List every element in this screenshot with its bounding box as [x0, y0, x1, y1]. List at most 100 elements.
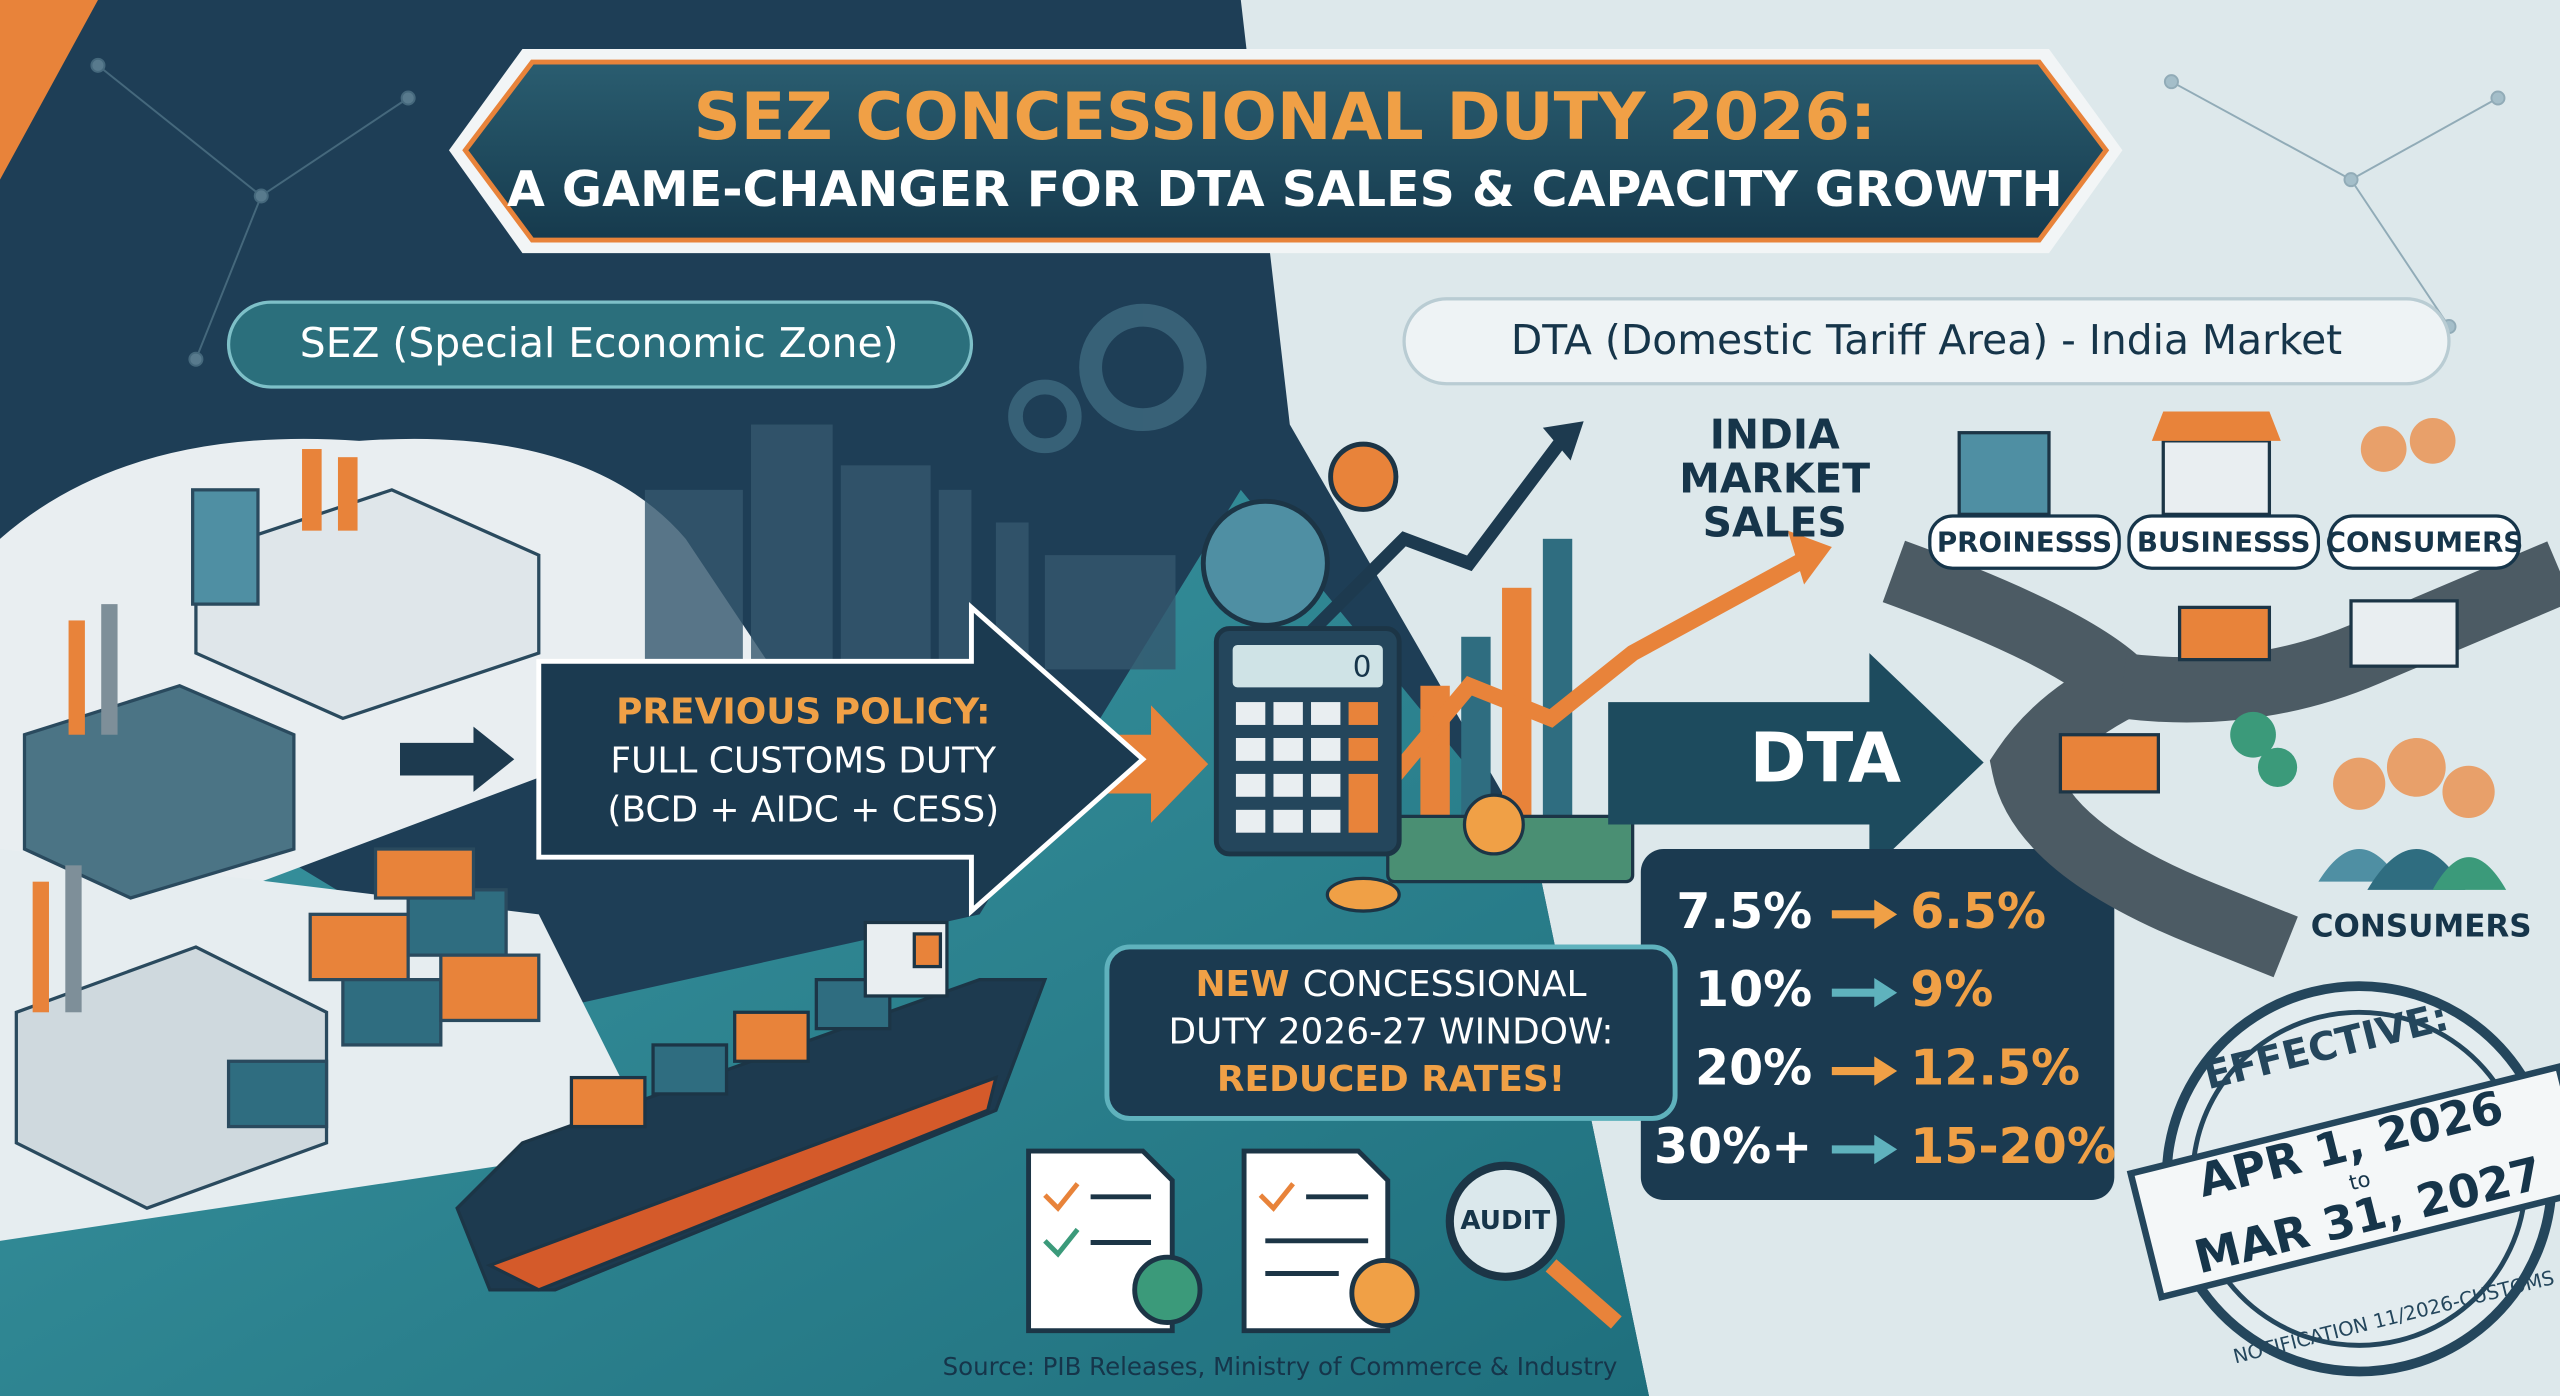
previous-policy-text: FULL CUSTOMS DUTY	[610, 740, 996, 781]
dta-market-illustration-part	[2151, 411, 2281, 441]
previous-policy-text: (BCD + AIDC + CESS)	[607, 789, 999, 830]
icon-label: CONSUMERS	[2326, 526, 2524, 559]
factory-illustration-part	[14, 945, 329, 1210]
calculator-part	[1273, 738, 1303, 761]
sales-label: INDIA	[1710, 411, 1840, 459]
subtitle: A GAME-CHANGER FOR DTA SALES & CAPACITY …	[507, 161, 2063, 218]
document-icons-part	[1349, 1258, 1420, 1329]
skyline-decoration-part	[1008, 379, 1082, 454]
calculator-part	[1311, 773, 1341, 797]
network-decoration-part	[253, 188, 269, 204]
dta-label-pill	[1402, 297, 2451, 386]
calculator-part	[1235, 773, 1266, 797]
sez-label-pill	[226, 300, 974, 389]
skyline-decoration-part	[840, 465, 931, 670]
dta-market-illustration-part	[2349, 599, 2459, 668]
rate-arrow-head	[1874, 1134, 1898, 1165]
calculator-part	[1232, 644, 1383, 688]
consumers-label: CONSUMERS	[2311, 908, 2532, 944]
network-decoration-part	[400, 90, 416, 106]
calculator-display: 0	[1353, 649, 1372, 683]
dta-market-illustration-part	[2177, 605, 2272, 662]
network-decoration-part	[195, 195, 263, 360]
growth-illustration	[1200, 421, 1832, 913]
dta-market-illustration	[1882, 411, 2560, 978]
effective-stamp: EFFECTIVE: APR 1, 2026 to MAR 31, 2027 N…	[2126, 981, 2560, 1377]
network-decoration-part	[2350, 97, 2499, 181]
dta-market-illustration-part	[2386, 738, 2446, 797]
skyline-decoration-part	[1079, 303, 1207, 432]
calculator-part	[1273, 702, 1303, 725]
market-icon-labels: PROINESSS BUSINESSS CONSUMERS	[1928, 514, 2524, 570]
dta-market-illustration-part	[2230, 711, 2276, 758]
icon-label-pill	[1928, 514, 2121, 570]
title-banner	[448, 49, 2123, 254]
factory-illustration-part	[191, 488, 260, 606]
sez-label: SEZ (Special Economic Zone)	[300, 319, 899, 367]
dta-arrow	[1608, 653, 1984, 872]
factory-illustration-part	[32, 881, 49, 1013]
factory-illustration-part	[194, 488, 541, 721]
stamp-band	[2126, 1062, 2560, 1302]
icon-label: PROINESSS	[1937, 526, 2112, 559]
container-illustration-part	[373, 847, 476, 900]
ship-illustration	[455, 920, 1048, 1292]
growth-illustration-part	[1787, 530, 1832, 585]
factory-illustration-part	[302, 449, 322, 531]
calculator-part	[1235, 702, 1266, 725]
dta-market-illustration-part	[2432, 857, 2507, 890]
network-decoration-part	[2163, 74, 2179, 90]
rate-to: 12.5%	[1910, 1040, 2080, 1097]
new-policy-highlight: NEW	[1195, 964, 1289, 1005]
growth-illustration-part	[1325, 876, 1401, 913]
rate-from: 30%+	[1654, 1118, 1812, 1175]
network-decoration-part	[90, 57, 106, 73]
new-policy-line: NEW CONCESSIONAL	[1195, 964, 1586, 1005]
calculator-part	[1348, 702, 1378, 725]
factory-illustration-part	[22, 684, 296, 900]
calculator-part	[1273, 773, 1303, 797]
network-decoration-part	[2343, 172, 2359, 188]
dta-market-illustration-part	[2333, 757, 2386, 810]
icon-label: BUSINESSS	[2137, 526, 2311, 559]
dta-market-illustration-part	[2442, 765, 2495, 818]
rates-list: 7.5% 6.5% 10% 9% 20% 12.5% 30%+ 15-20%	[1654, 883, 2116, 1175]
document-icons-part	[1545, 1259, 1622, 1329]
document-icons-part	[1043, 1227, 1080, 1258]
network-decoration-part	[2490, 90, 2506, 106]
document-icons-part	[1043, 1182, 1080, 1212]
dta-market-illustration-part	[1957, 431, 2051, 516]
growth-illustration-part	[1301, 428, 1573, 642]
source: Source: PIB Releases, Ministry of Commer…	[943, 1352, 1618, 1381]
calculator-part	[1348, 738, 1378, 761]
calculator-part	[1235, 809, 1266, 833]
icon-label-pill	[2127, 514, 2320, 570]
growth-illustration-part	[1542, 421, 1584, 461]
network-decoration-part	[260, 97, 409, 197]
new-policy-text: DUTY 2026-27 WINDOW:	[1169, 1012, 1614, 1053]
new-policy-box	[1104, 944, 1678, 1121]
network-decoration-part	[97, 64, 262, 197]
skyline-decoration-part	[938, 489, 972, 670]
container-illustration-part	[439, 953, 541, 1023]
icon-label-pill	[2328, 514, 2521, 570]
calculator-part	[1311, 809, 1341, 833]
container-illustration-part	[308, 912, 410, 982]
ship-illustration-part	[651, 1043, 729, 1096]
network-decoration-part	[188, 351, 204, 367]
sales-label: SALES	[1703, 499, 1847, 547]
growth-illustration-part	[1542, 538, 1573, 850]
skyline-decoration	[644, 303, 1207, 670]
title-banner-part	[462, 59, 2110, 243]
network-decoration-part	[2170, 80, 2352, 181]
growth-illustration-part	[1381, 547, 1817, 789]
rate-from: 7.5%	[1676, 883, 1812, 940]
container-illustration	[226, 847, 541, 1129]
factory-illustration-part	[65, 865, 82, 1013]
skyline-decoration-part	[1044, 555, 1176, 670]
new-policy-text: REDUCED RATES!	[1217, 1059, 1565, 1100]
ship-illustration-part	[569, 1075, 647, 1129]
growth-illustration-part	[1328, 441, 1399, 512]
rate-to: 9%	[1910, 961, 1993, 1018]
